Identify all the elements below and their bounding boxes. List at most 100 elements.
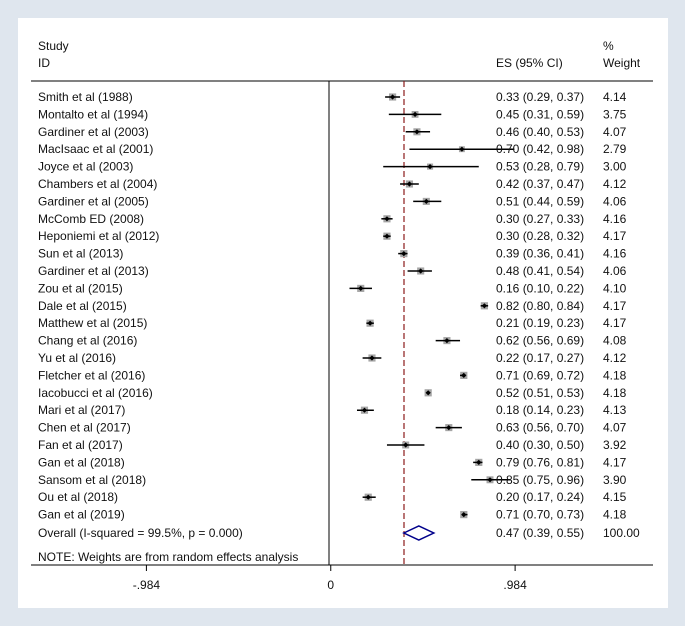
study-label: Sun et al (2013) (38, 247, 123, 261)
weight-text: 4.18 (603, 368, 627, 382)
study-row: Gan et al (2018) 0.79 (0.76, 0.81) 4.17 (38, 455, 627, 469)
study-label: Fan et al (2017) (38, 438, 123, 452)
weight-text: 4.13 (603, 403, 627, 417)
ci-text: 0.71 (0.69, 0.72) (496, 368, 584, 382)
weight-text: 4.17 (603, 455, 627, 469)
point-estimate (487, 477, 493, 483)
study-row: McComb ED (2008) 0.30 (0.27, 0.33) 4.16 (38, 212, 627, 226)
study-label: Iacobucci et al (2016) (38, 386, 153, 400)
ci-text: 0.22 (0.17, 0.27) (496, 351, 584, 365)
overall-label: Overall (I-squared = 99.5%, p = 0.000) (38, 526, 243, 540)
point-estimate (425, 390, 431, 396)
study-label: Ou et al (2018) (38, 490, 118, 504)
ci-text: 0.42 (0.37, 0.47) (496, 177, 584, 191)
ci-text: 0.85 (0.75, 0.96) (496, 473, 584, 487)
study-label: Joyce et al (2003) (38, 160, 133, 174)
point-estimate (481, 303, 487, 309)
point-estimate (369, 355, 375, 361)
study-label: Zou et al (2015) (38, 281, 123, 295)
point-estimate (423, 198, 429, 204)
point-estimate (414, 129, 420, 135)
footnote: NOTE: Weights are from random effects an… (38, 550, 298, 564)
study-label: Heponiemi et al (2012) (38, 229, 159, 243)
ci-text: 0.30 (0.28, 0.32) (496, 229, 584, 243)
ci-text: 0.21 (0.19, 0.23) (496, 316, 584, 330)
ci-text: 0.30 (0.27, 0.33) (496, 212, 584, 226)
study-row: Ou et al (2018) 0.20 (0.17, 0.24) 4.15 (38, 490, 627, 504)
study-row: Heponiemi et al (2012) 0.30 (0.28, 0.32) 4… (38, 229, 627, 243)
ci-text: 0.62 (0.56, 0.69) (496, 334, 584, 348)
study-label: McComb ED (2008) (38, 212, 144, 226)
study-label: Sansom et al (2018) (38, 473, 146, 487)
study-row: Sansom et al (2018) 0.85 (0.75, 0.96) 3.90 (38, 473, 627, 487)
study-row: Montalto et al (1994) 0.45 (0.31, 0.59) 3.… (38, 107, 627, 121)
study-row: Yu et al (2016) 0.22 (0.17, 0.27) 4.12 (38, 351, 627, 365)
overall-ci: 0.47 (0.39, 0.55) (496, 526, 584, 540)
header-study: Study (38, 39, 69, 53)
weight-text: 4.16 (603, 212, 627, 226)
study-row: Gardiner et al (2005) 0.51 (0.44, 0.59) 4.… (38, 194, 627, 208)
study-label: Chambers et al (2004) (38, 177, 157, 191)
study-label: Montalto et al (1994) (38, 107, 148, 121)
study-label: Dale et al (2015) (38, 299, 127, 313)
point-estimate (427, 164, 433, 170)
ci-text: 0.70 (0.42, 0.98) (496, 142, 584, 156)
ci-text: 0.51 (0.44, 0.59) (496, 194, 584, 208)
study-label: MacIsaac et al (2001) (38, 142, 153, 156)
study-row: Gan et al (2019) 0.71 (0.70, 0.73) 4.18 (38, 508, 627, 522)
point-estimate (418, 268, 424, 274)
ci-text: 0.46 (0.40, 0.53) (496, 125, 584, 139)
study-row: Gardiner et al (2003) 0.46 (0.40, 0.53) 4.… (38, 125, 627, 139)
weight-text: 4.17 (603, 229, 627, 243)
study-label: Gardiner et al (2003) (38, 125, 149, 139)
study-row: Mari et al (2017) 0.18 (0.14, 0.23) 4.13 (38, 403, 627, 417)
point-estimate (361, 407, 368, 413)
study-label: Gardiner et al (2013) (38, 264, 149, 278)
point-estimate (446, 425, 452, 431)
point-estimate (412, 111, 418, 117)
study-label: Chang et al (2016) (38, 334, 137, 348)
study-label: Gan et al (2018) (38, 455, 125, 469)
weight-text: 4.15 (603, 490, 627, 504)
study-label: Yu et al (2016) (38, 351, 116, 365)
study-row: Joyce et al (2003) 0.53 (0.28, 0.79) 3.00 (38, 160, 627, 174)
x-tick-label: .984 (503, 578, 527, 592)
point-estimate (406, 181, 413, 187)
header-percent: % (603, 39, 614, 53)
study-row: MacIsaac et al (2001) 0.70 (0.42, 0.98) 2.… (38, 142, 627, 156)
ci-text: 0.16 (0.10, 0.22) (496, 281, 584, 295)
point-estimate (461, 512, 467, 518)
weight-text: 3.00 (603, 160, 627, 174)
point-estimate (401, 251, 407, 257)
weight-text: 4.07 (603, 125, 627, 139)
weight-text: 4.16 (603, 247, 627, 261)
study-label: Matthew et al (2015) (38, 316, 147, 330)
point-estimate (384, 233, 390, 239)
study-row: Sun et al (2013) 0.39 (0.36, 0.41) 4.16 (38, 247, 627, 261)
study-label: Gardiner et al (2005) (38, 194, 149, 208)
study-label: Gan et al (2019) (38, 508, 125, 522)
weight-text: 4.12 (603, 351, 627, 365)
point-estimate (461, 372, 467, 378)
header-id: ID (38, 56, 50, 70)
study-row: Matthew et al (2015) 0.21 (0.19, 0.23) 4.1… (38, 316, 627, 330)
weight-text: 4.06 (603, 194, 627, 208)
weight-text: 2.79 (603, 142, 627, 156)
header-es: ES (95% CI) (496, 56, 563, 70)
header-weight: Weight (603, 56, 641, 70)
x-tick-label: 0 (327, 578, 334, 592)
ci-text: 0.53 (0.28, 0.79) (496, 160, 584, 174)
study-row: Iacobucci et al (2016) 0.52 (0.51, 0.53) 4… (38, 386, 627, 400)
point-estimate (367, 320, 373, 326)
weight-text: 4.18 (603, 508, 627, 522)
point-estimate (459, 146, 465, 152)
weight-text: 4.08 (603, 334, 627, 348)
weight-text: 3.90 (603, 473, 627, 487)
ci-text: 0.18 (0.14, 0.23) (496, 403, 584, 417)
study-row: Gardiner et al (2013) 0.48 (0.41, 0.54) 4.… (38, 264, 627, 278)
study-row: Zou et al (2015) 0.16 (0.10, 0.22) 4.10 (38, 281, 627, 295)
point-estimate (389, 94, 396, 100)
weight-text: 4.17 (603, 299, 627, 313)
study-row: Dale et al (2015) 0.82 (0.80, 0.84) 4.17 (38, 299, 627, 313)
study-row: Chen et al (2017) 0.63 (0.56, 0.70) 4.07 (38, 421, 627, 435)
